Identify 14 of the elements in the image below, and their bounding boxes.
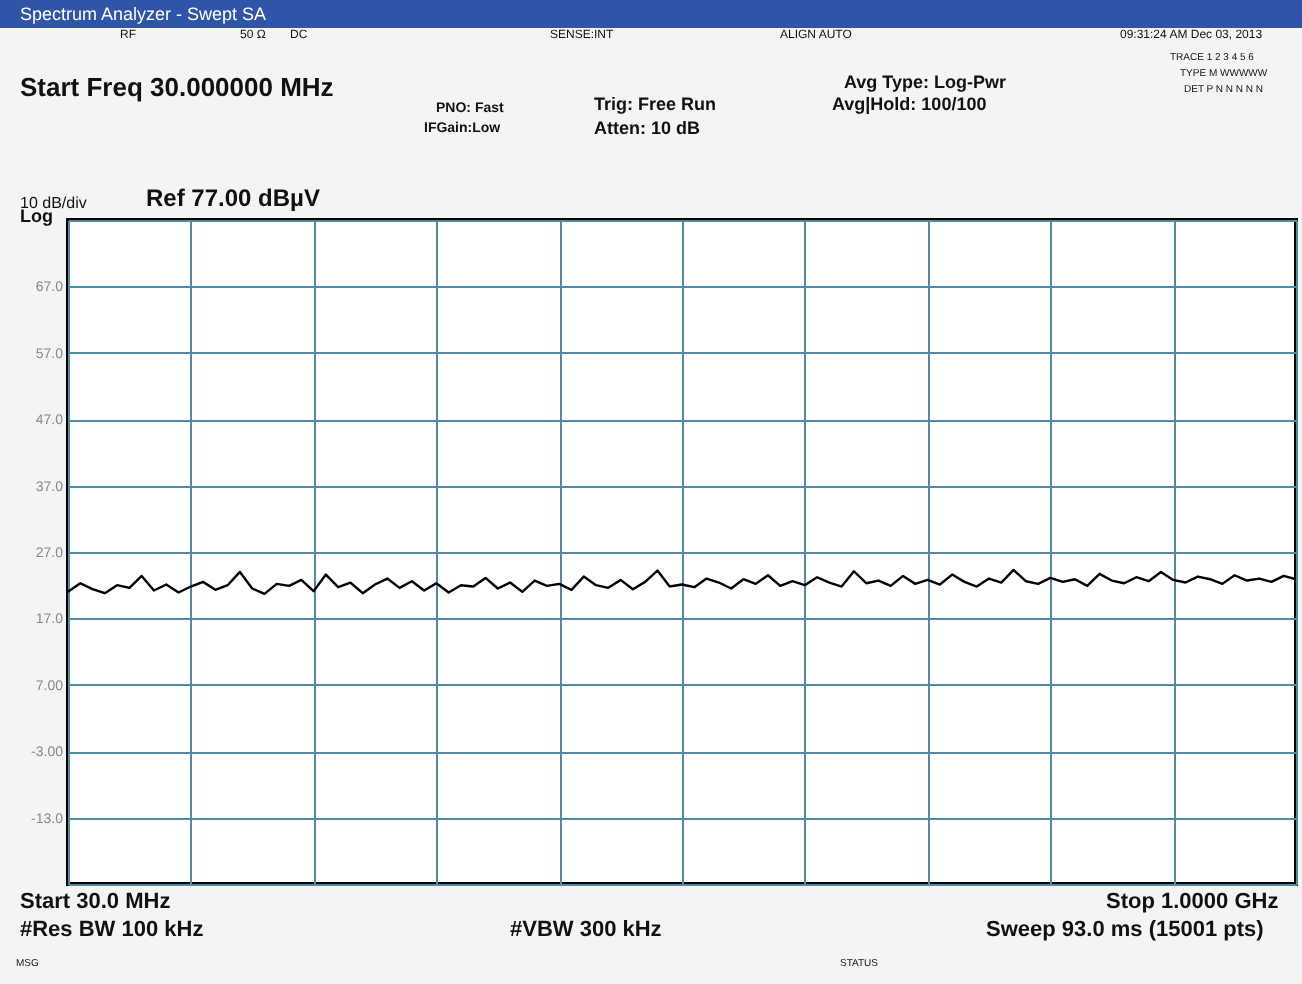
text: Ref 77.00 dBµV <box>146 184 320 212</box>
text: Sweep 93.0 ms (15001 pts) <box>986 918 1264 942</box>
text: Atten: 10 dB <box>594 118 701 138</box>
text: #VBW 300 kHz <box>510 918 662 942</box>
text: 10 dB/div <box>20 194 87 212</box>
text: Log <box>20 206 53 226</box>
text: Stop 1.0000 GHz <box>1106 890 1279 914</box>
text: Start Freq 30.000000 MHz <box>20 72 334 102</box>
text: Trig: Free Run <box>594 94 717 114</box>
text: Start 30.0 MHz <box>20 890 171 914</box>
text: Avg Type: Log-Pwr <box>844 72 1006 92</box>
text: #Res BW 100 kHz <box>20 918 204 942</box>
text: Avg|Hold: 100/100 <box>832 94 987 114</box>
chart-title: Spectrum Analyzer - Swept SA <box>0 0 1302 28</box>
